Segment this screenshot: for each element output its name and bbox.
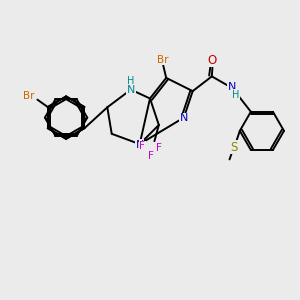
Text: F: F xyxy=(156,142,162,153)
Text: S: S xyxy=(230,141,238,154)
Text: N: N xyxy=(228,82,236,92)
Text: O: O xyxy=(208,54,217,67)
Text: F: F xyxy=(139,142,145,152)
Text: F: F xyxy=(148,152,154,161)
Text: N: N xyxy=(136,140,144,150)
Text: Br: Br xyxy=(158,55,169,64)
Text: N: N xyxy=(180,113,188,123)
Text: N: N xyxy=(127,85,135,94)
Text: H: H xyxy=(127,76,134,86)
Text: H: H xyxy=(232,90,239,100)
Text: Br: Br xyxy=(23,91,35,101)
